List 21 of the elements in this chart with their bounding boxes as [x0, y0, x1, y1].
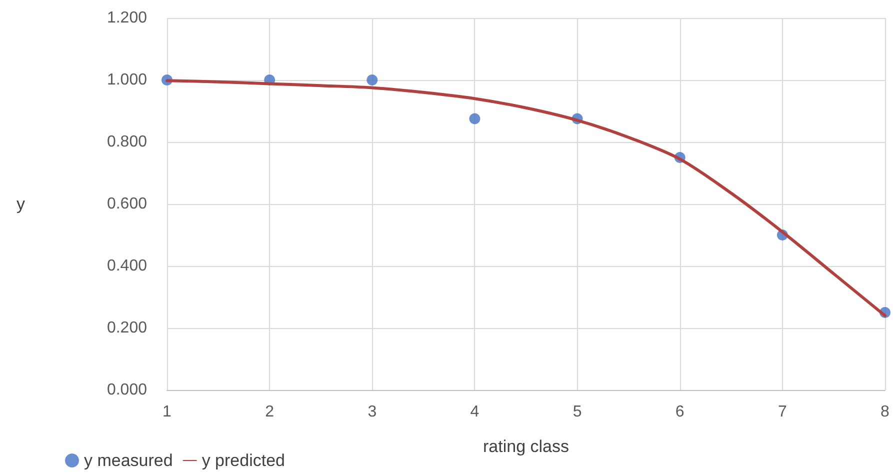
x-axis-title: rating class [483, 437, 569, 456]
x-tick-label: 1 [162, 404, 172, 420]
y-axis-title: y [16, 194, 26, 214]
y-tick-label: 0.000 [106, 382, 148, 398]
y-tick-label: 0.800 [106, 134, 148, 150]
x-tick-label: 4 [470, 404, 480, 420]
y-tick-label: 0.600 [106, 196, 148, 212]
y-tick-label: 0.200 [106, 320, 148, 336]
point [469, 113, 480, 124]
point [366, 74, 378, 86]
legend-label: y measured [84, 451, 173, 470]
x-tick-label: 8 [880, 404, 890, 420]
x-tick-label: 2 [265, 404, 274, 420]
y-tick-label: 1.000 [106, 72, 148, 88]
x-tick-label: 6 [675, 404, 684, 420]
y-tick-label: 0.400 [106, 258, 148, 274]
y-tick-label: 1.200 [106, 10, 148, 26]
x-tick-label: 7 [778, 404, 787, 420]
x-tick-label: 3 [368, 404, 377, 420]
x-tick-label: 5 [572, 404, 582, 420]
legend-label: y predicted [202, 451, 285, 470]
